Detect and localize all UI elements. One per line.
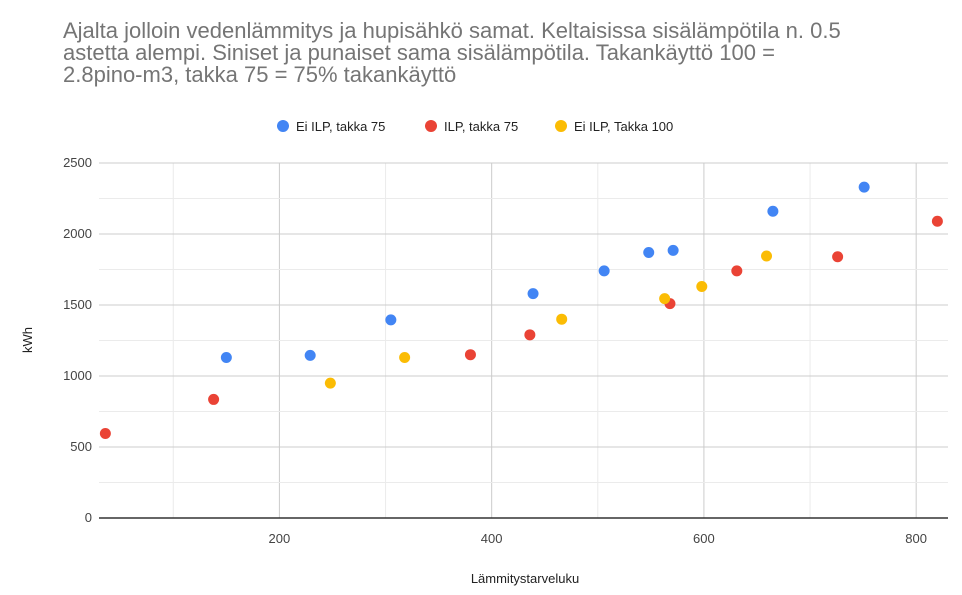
- legend-item-2[interactable]: Ei ILP, Takka 100: [555, 119, 673, 134]
- data-point[interactable]: [99, 428, 111, 440]
- x-tick-label: 400: [481, 531, 503, 546]
- y-axis-ticks: 0 500 1000 1500 2000 2500: [63, 155, 92, 525]
- series-2: [324, 250, 773, 389]
- data-point[interactable]: [464, 349, 476, 361]
- data-point[interactable]: [324, 377, 336, 389]
- x-axis-title: Lämmitystarveluku: [471, 571, 579, 586]
- data-point[interactable]: [304, 349, 316, 361]
- data-point[interactable]: [220, 352, 232, 364]
- data-point[interactable]: [767, 205, 779, 217]
- data-point[interactable]: [643, 246, 655, 258]
- data-point[interactable]: [385, 314, 397, 326]
- y-tick-label: 2000: [63, 226, 92, 241]
- legend-marker-2: [555, 120, 567, 132]
- y-axis-title: kWh: [20, 327, 35, 353]
- x-tick-label: 800: [905, 531, 927, 546]
- x-axis-ticks: 200 400 600 800: [269, 531, 927, 546]
- legend-marker-0: [277, 120, 289, 132]
- chart-title-line-2: astetta alempi. Siniset ja punaiset sama…: [63, 40, 775, 65]
- data-point[interactable]: [399, 352, 411, 364]
- legend-label-0: Ei ILP, takka 75: [296, 119, 385, 134]
- data-point[interactable]: [659, 293, 671, 305]
- y-tick-label: 1000: [63, 368, 92, 383]
- x-tick-label: 200: [269, 531, 291, 546]
- chart-title-line-3: 2.8pino-m3, takka 75 = 75% takankäyttö: [63, 62, 457, 87]
- data-point[interactable]: [667, 244, 679, 256]
- data-point[interactable]: [761, 250, 773, 262]
- x-tick-label: 600: [693, 531, 715, 546]
- legend-item-1[interactable]: ILP, takka 75: [425, 119, 518, 134]
- data-point[interactable]: [527, 288, 539, 300]
- data-point[interactable]: [832, 251, 844, 263]
- data-points: [99, 181, 943, 440]
- data-point[interactable]: [731, 265, 743, 277]
- y-tick-label: 0: [85, 510, 92, 525]
- data-point[interactable]: [858, 181, 870, 193]
- gridlines: [99, 162, 948, 518]
- data-point[interactable]: [556, 313, 568, 325]
- data-point[interactable]: [524, 329, 536, 341]
- data-point[interactable]: [208, 393, 220, 405]
- data-point[interactable]: [598, 265, 610, 277]
- legend-label-2: Ei ILP, Takka 100: [574, 119, 673, 134]
- series-1: [99, 215, 943, 440]
- data-point[interactable]: [931, 215, 943, 227]
- data-point[interactable]: [696, 281, 708, 293]
- y-tick-label: 2500: [63, 155, 92, 170]
- chart-title-line-1: Ajalta jolloin vedenlämmitys ja hupisähk…: [63, 18, 841, 43]
- series-0: [220, 181, 870, 364]
- chart-title: Ajalta jolloin vedenlämmitys ja hupisähk…: [63, 20, 953, 86]
- y-tick-label: 500: [70, 439, 92, 454]
- legend-item-0[interactable]: Ei ILP, takka 75: [277, 119, 385, 134]
- legend-marker-1: [425, 120, 437, 132]
- legend-label-1: ILP, takka 75: [444, 119, 518, 134]
- legend: Ei ILP, takka 75 ILP, takka 75 Ei ILP, T…: [277, 119, 673, 134]
- y-tick-label: 1500: [63, 297, 92, 312]
